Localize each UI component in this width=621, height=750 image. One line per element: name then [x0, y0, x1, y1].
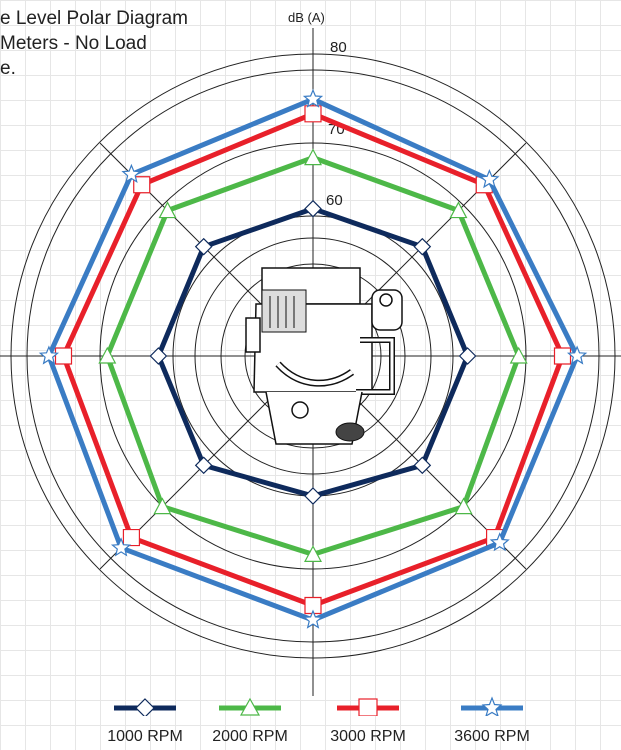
polar-chart: 60 70 80 dB (A) — [0, 0, 621, 696]
legend-item-3600-rpm: 3600 RPM — [437, 696, 547, 746]
data-point-1000-rpm-0 — [305, 201, 321, 217]
legend-swatch-3000-rpm — [335, 696, 401, 716]
legend-item-2000-rpm: 2000 RPM — [195, 696, 305, 746]
legend-label-2000-rpm: 2000 RPM — [195, 728, 305, 746]
data-point-3000-rpm-6 — [56, 348, 72, 364]
data-point-1000-rpm-4 — [305, 488, 321, 504]
data-point-3000-rpm-0 — [305, 106, 321, 122]
unit-label: dB (A) — [288, 10, 325, 25]
data-point-3000-rpm-2 — [555, 348, 571, 364]
data-point-1000-rpm-6 — [150, 348, 166, 364]
legend-label-3000-rpm: 3000 RPM — [313, 728, 423, 746]
legend: 1000 RPM 2000 RPM 3000 RPM 3600 RPM — [0, 696, 621, 750]
legend-swatch-1000-rpm — [112, 696, 178, 716]
legend-item-1000-rpm: 1000 RPM — [90, 696, 200, 746]
legend-label-1000-rpm: 1000 RPM — [90, 728, 200, 746]
ring-label-60: 60 — [326, 192, 343, 209]
legend-swatch-2000-rpm — [217, 696, 283, 716]
data-point-1000-rpm-2 — [460, 348, 476, 364]
legend-label-3600-rpm: 3600 RPM — [437, 728, 547, 746]
legend-swatch-3600-rpm — [459, 696, 525, 716]
ring-label-80: 80 — [330, 39, 347, 56]
legend-item-3000-rpm: 3000 RPM — [313, 696, 423, 746]
data-point-3000-rpm-5 — [123, 530, 139, 546]
